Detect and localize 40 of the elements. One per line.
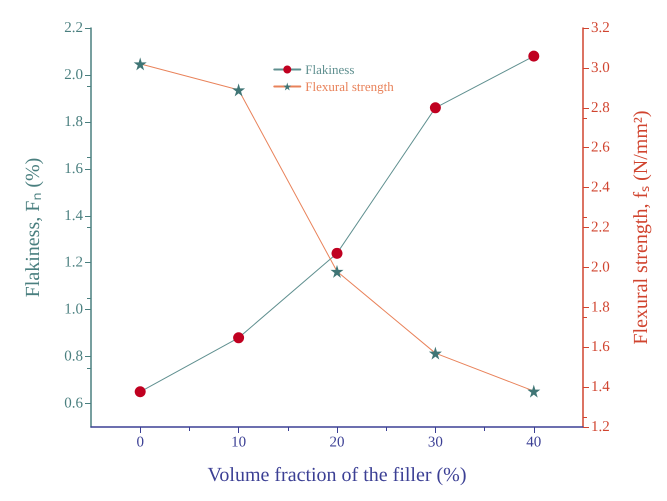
y-tick-label: 2.2 [64,20,83,36]
y-axis-title: Flakiness, Fₙ (%) [22,158,44,298]
y2-tick-label: 2.4 [591,180,610,196]
y2-tick-label: 1.8 [591,299,610,316]
y-tick-label: 0.6 [64,396,84,412]
x-tick-label: 40 [526,434,542,450]
y2-tick-label: 3.0 [591,60,610,76]
x-tick-label: 0 [136,434,144,450]
y2-tick-label: 2.6 [591,140,610,156]
y-tick-label: 1.2 [64,254,83,271]
legend-label: Flakiness [305,62,354,77]
y2-tick-label: 2.2 [591,220,610,236]
x-tick-label: 20 [330,434,344,450]
y2-tick-label: 3.2 [591,20,610,36]
point [527,384,540,398]
point [332,248,342,259]
point [528,50,540,62]
point [134,386,146,398]
point [134,57,147,70]
y2-tick-label: 2.0 [591,259,610,276]
x-tick-label: 30 [428,434,443,450]
y-tick-label: 1.4 [64,208,84,224]
point [233,332,244,344]
y2-tick-label: 1.4 [591,379,610,396]
legend-label: Flexural strength [305,79,394,94]
y-tick-label: 1.6 [64,160,84,177]
x-axis-title: Volume fraction of the filler (%) [208,464,466,486]
y2-tick-label: 1.6 [591,339,610,356]
y-tick-label: 0.8 [64,348,83,365]
y-tick-label: 1.8 [64,114,83,130]
point [428,346,442,360]
point [430,102,441,114]
x-tick-label: 10 [231,434,246,450]
y-tick-label: 2.0 [64,66,83,83]
y2-axis-title: Flexural strength, fₛ (N/mm²) [630,110,652,345]
y2-tick-label: 1.2 [591,419,610,435]
point [330,264,344,278]
y2-tick-label: 2.8 [591,100,610,116]
y-tick-label: 1.0 [64,302,83,318]
point [232,83,246,96]
